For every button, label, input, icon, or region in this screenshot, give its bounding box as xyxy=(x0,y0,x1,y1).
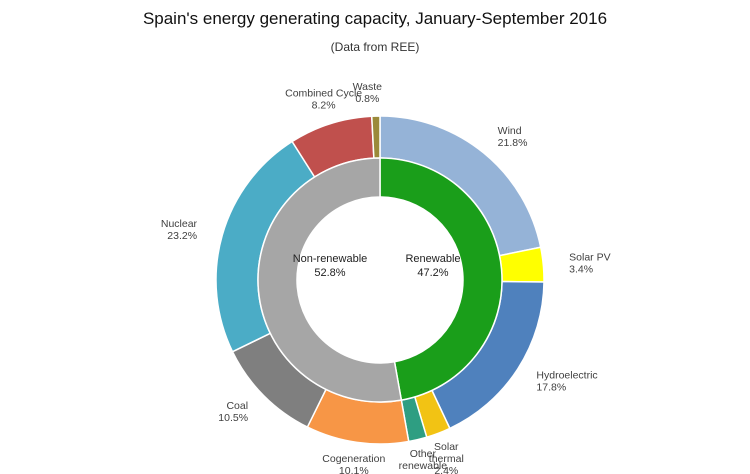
inner-slice-renewable xyxy=(379,157,503,401)
label-waste: Waste 0.8% xyxy=(353,81,383,105)
label-renewable-line: 47.2% xyxy=(417,267,448,279)
label-nuclear-line: 23.2% xyxy=(167,230,197,242)
inner-ring xyxy=(257,157,503,403)
label-hydroelectric: Hydroelectric 17.8% xyxy=(536,370,597,394)
label-waste-line: 0.8% xyxy=(355,93,379,105)
label-cogeneration-line: 10.1% xyxy=(339,465,369,474)
label-combined-cycle-line: 8.2% xyxy=(312,100,336,112)
label-non-renewable-line: 52.8% xyxy=(314,267,345,279)
label-wind-line: 21.8% xyxy=(498,137,528,149)
chart-title: Spain's energy generating capacity, Janu… xyxy=(142,9,608,28)
label-coal: Coal 10.5% xyxy=(218,400,248,424)
label-coal-line: Coal xyxy=(226,400,248,412)
label-waste-line: Waste xyxy=(353,81,383,93)
chart-subtitle: (Data from REE) xyxy=(330,40,420,54)
label-solar-pv-line: Solar PV xyxy=(569,251,610,263)
label-wind: Wind 21.8% xyxy=(498,125,528,149)
label-coal-line: 10.5% xyxy=(218,412,248,424)
outer-slice-waste xyxy=(370,115,381,159)
label-solar-pv-line: 3.4% xyxy=(569,263,593,275)
label-solar-thermal: Solar thermal 2.4% xyxy=(429,441,464,474)
label-solar-thermal-line: Solar xyxy=(434,441,459,453)
label-cogeneration-line: Cogeneration xyxy=(322,453,385,465)
label-solar-thermal-line: 2.4% xyxy=(434,465,458,474)
label-other-renewable-line: Other xyxy=(410,448,437,460)
inner-slice-non-renewable xyxy=(257,157,403,403)
label-other-renewable-line: renewable xyxy=(399,460,448,472)
label-hydroelectric-line: 17.8% xyxy=(536,382,566,394)
label-nuclear: Nuclear 23.2% xyxy=(161,218,198,242)
label-solar-pv: Solar PV 3.4% xyxy=(569,251,610,275)
outer-ring xyxy=(215,115,545,445)
label-renewable-line: Renewable xyxy=(405,253,460,265)
label-solar-thermal-line: thermal xyxy=(429,453,464,465)
label-hydroelectric-line: Hydroelectric xyxy=(536,370,597,382)
label-other-renewable: Otherrenewable1.8% xyxy=(399,448,448,474)
label-non-renewable: Non-renewable 52.8% xyxy=(293,253,368,279)
label-cogeneration: Cogeneration 10.1% xyxy=(322,453,385,474)
label-nuclear-line: Nuclear xyxy=(161,218,198,230)
label-non-renewable-line: Non-renewable xyxy=(293,253,368,265)
label-other-renewable-line: 1.8% xyxy=(411,472,435,474)
label-wind-line: Wind xyxy=(498,125,522,137)
label-combined-cycle-line: Combined Cycle xyxy=(285,88,362,100)
slice-labels: Wind 21.8% Solar PV 3.4% Hydroelectric 17.8% S… xyxy=(161,81,611,474)
label-combined-cycle: Combined Cycle 8.2% xyxy=(285,88,362,112)
label-renewable: Renewable 47.2% xyxy=(405,253,460,279)
